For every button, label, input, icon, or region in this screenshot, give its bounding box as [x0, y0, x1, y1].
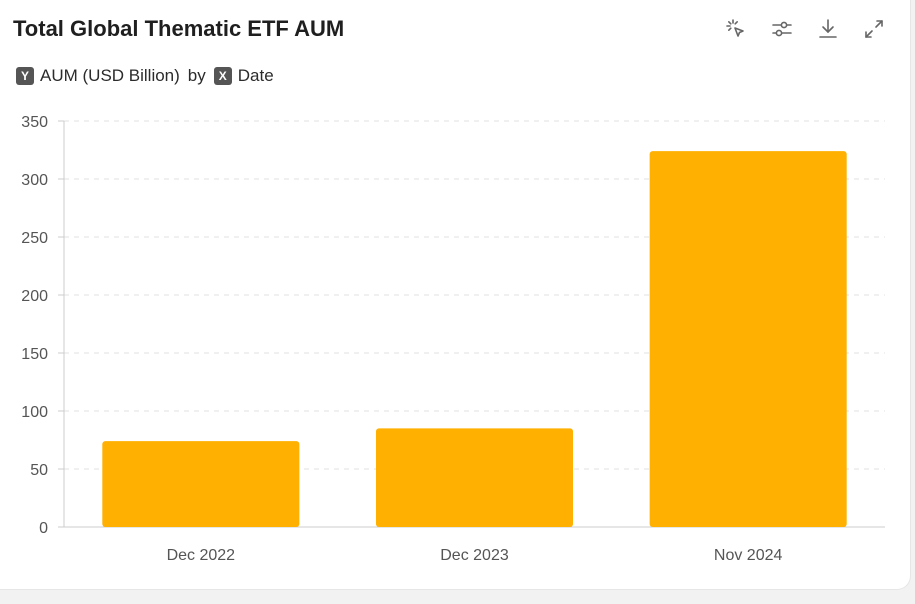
- y-tick-label: 50: [30, 462, 48, 479]
- download-icon: [819, 19, 837, 38]
- bar-nov-2024[interactable]: [649, 151, 847, 527]
- interact-button[interactable]: [720, 14, 752, 44]
- chart-card: Total Global Thematic ETF AUM: [0, 0, 911, 590]
- y-tick-label: 100: [21, 404, 48, 421]
- y-axis-badge: Y: [16, 67, 34, 85]
- y-tick-label: 300: [21, 172, 48, 189]
- y-axis-label: AUM (USD Billion): [40, 66, 180, 85]
- interact-icon: [726, 19, 744, 37]
- download-button[interactable]: [812, 14, 844, 44]
- x-axis-badge: X: [213, 67, 232, 85]
- bar-chart: 0 50 100 150 200 250 300 350 Dec 2022 Dec 2023 No…: [21, 114, 885, 564]
- x-tick-labels: Dec 2022 Dec 2023 Nov 2024: [167, 547, 783, 564]
- expand-icon: [865, 20, 883, 38]
- x-tick-label: Dec 2022: [167, 547, 236, 564]
- x-axis-label: Date: [237, 66, 274, 85]
- axis-legend: Y AUM (USD Billion) by X Date: [16, 66, 274, 86]
- chart-toolbar: [720, 14, 890, 44]
- y-tick-label: 0: [39, 520, 48, 537]
- y-tick-label: 150: [21, 346, 48, 363]
- x-tick-label: Dec 2023: [440, 547, 509, 564]
- x-tick-label: Nov 2024: [714, 547, 783, 564]
- bar-dec-2022[interactable]: [102, 441, 300, 527]
- y-tick-label: 250: [21, 230, 48, 247]
- y-tick-labels: 0 50 100 150 200 250 300 350: [21, 114, 48, 537]
- bar-dec-2023[interactable]: [375, 428, 574, 527]
- chart-title: Total Global Thematic ETF AUM: [13, 16, 345, 41]
- y-tick-label: 200: [21, 288, 48, 305]
- filter-sliders-icon: [772, 21, 792, 37]
- y-tick-label: 350: [21, 114, 48, 131]
- filter-button[interactable]: [766, 14, 798, 44]
- bars: [102, 151, 847, 527]
- expand-button[interactable]: [858, 14, 890, 44]
- by-word: by: [187, 66, 206, 85]
